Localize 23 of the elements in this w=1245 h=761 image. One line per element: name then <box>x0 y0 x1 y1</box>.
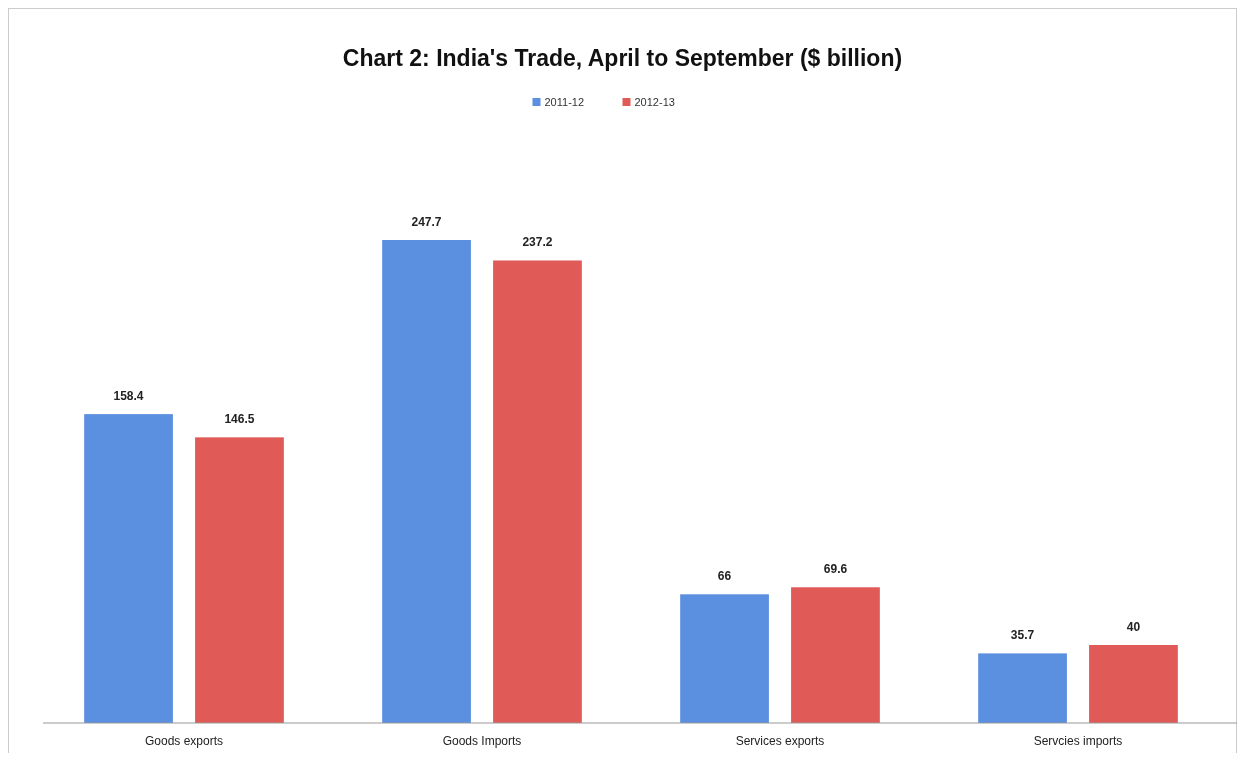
x-tick-label: Goods exports <box>144 734 224 748</box>
data-label: 247.7 <box>411 215 442 229</box>
bar <box>978 653 1067 723</box>
legend-label: 2011-12 <box>544 96 585 108</box>
bar <box>680 594 769 723</box>
data-label: 40 <box>1126 620 1141 634</box>
data-label: 69.6 <box>823 562 848 577</box>
data-label: 237.2 <box>522 235 553 250</box>
bar <box>1089 645 1178 723</box>
bar <box>791 587 880 723</box>
bar <box>84 414 173 723</box>
legend-label: 2012-13 <box>634 96 675 108</box>
chart-title: Chart 2: India's Trade, April to September ($ billion) <box>342 45 903 71</box>
bar <box>382 240 471 723</box>
bar <box>493 260 582 723</box>
data-label: 158.4 <box>113 389 144 404</box>
bar <box>195 437 284 723</box>
x-tick-label: Goods Imports <box>442 734 522 748</box>
x-tick-label: Services exports <box>735 734 825 748</box>
data-label: 146.5 <box>224 412 255 427</box>
data-label: 66 <box>717 569 732 584</box>
data-label: 35.7 <box>1010 628 1035 643</box>
x-tick-label: Servcies imports <box>1033 734 1123 748</box>
